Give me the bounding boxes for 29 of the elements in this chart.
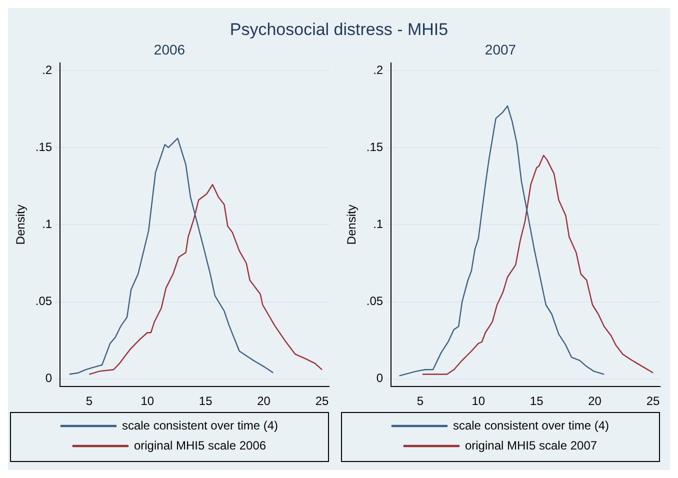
y-axis-title: Density xyxy=(344,204,359,245)
x-tick-label: 5 xyxy=(416,394,424,408)
y-tick-label: 0 xyxy=(376,371,384,386)
x-tick-label: 10 xyxy=(140,394,154,408)
x-tick-label: 20 xyxy=(257,394,271,408)
y-axis-title: Density xyxy=(14,204,28,245)
legend-label: scale consistent over time (4) xyxy=(122,418,278,432)
chart-title: 2006 xyxy=(154,41,186,58)
y-tick-label: .2 xyxy=(42,62,52,77)
x-tick-label: 25 xyxy=(646,394,660,408)
text: Psychosocial distress - MHI5 xyxy=(228,19,450,41)
y-tick-label: .2 xyxy=(373,62,384,77)
x-tick-label: 5 xyxy=(86,394,93,408)
y-tick-label: .15 xyxy=(35,140,52,154)
x-tick-label: 20 xyxy=(588,394,602,408)
y-tick-label: .1 xyxy=(42,217,52,232)
y-tick-label: .1 xyxy=(373,217,384,232)
x-tick-label: 25 xyxy=(315,394,330,408)
chart-title: 2007 xyxy=(484,41,516,58)
legend-label: original MHI5 scale 2006 xyxy=(134,438,266,452)
y-tick-label: .05 xyxy=(366,294,384,308)
legend-label: original MHI5 scale 2007 xyxy=(464,438,598,452)
x-tick-label: 15 xyxy=(198,394,213,408)
x-tick-label: 15 xyxy=(530,394,544,408)
y-tick-label: .15 xyxy=(366,140,384,154)
y-tick-label: .05 xyxy=(35,294,52,308)
x-tick-label: 10 xyxy=(472,394,486,408)
legend-label: scale consistent over time (4) xyxy=(452,418,610,432)
y-tick-label: 0 xyxy=(45,371,52,386)
